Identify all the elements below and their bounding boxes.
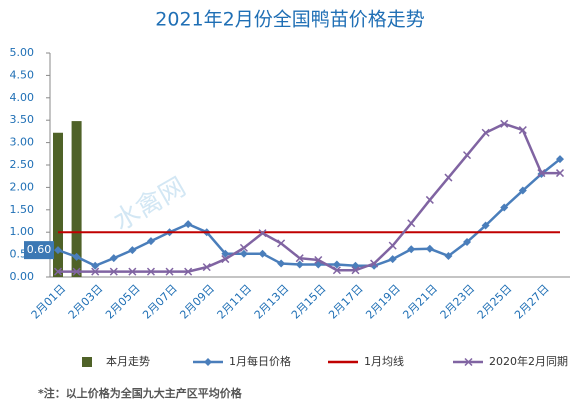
marker — [463, 238, 472, 247]
x-tick-label: 2月09日 — [177, 282, 217, 322]
marker — [91, 267, 100, 276]
marker — [332, 266, 341, 275]
x-tick-label: 2月23日 — [438, 282, 478, 322]
marker — [556, 155, 564, 164]
marker — [165, 267, 174, 276]
marker — [500, 119, 509, 128]
legend-label: 2020年2月同期 — [489, 354, 568, 368]
x-tick-label: 2月15日 — [289, 282, 329, 322]
x-tick-label: 2月21日 — [400, 282, 440, 322]
marker — [109, 267, 118, 276]
marker — [277, 239, 286, 248]
marker — [146, 267, 155, 276]
y-tick-label: 3.00 — [10, 136, 35, 149]
y-tick-label: 2.50 — [10, 158, 35, 171]
x-tick-label: 2月13日 — [252, 282, 292, 322]
marker — [221, 255, 230, 264]
chart-title: 2021年2月份全国鸭苗价格走势 — [155, 9, 424, 31]
marker — [481, 221, 490, 230]
data-label-box — [24, 241, 54, 260]
x-tick-label: 2月07日 — [140, 282, 180, 322]
marker — [518, 126, 527, 135]
marker — [295, 254, 304, 263]
bar — [53, 132, 63, 277]
legend-marker — [204, 358, 212, 366]
marker — [91, 261, 100, 270]
marker — [463, 151, 472, 160]
footnote: *注：以上价格为全国九大主产区平均价格 — [38, 386, 243, 400]
marker — [258, 229, 267, 238]
marker — [128, 267, 137, 276]
marker — [258, 249, 267, 258]
marker — [555, 169, 565, 178]
marker — [444, 173, 453, 182]
y-tick-label: 3.50 — [10, 113, 35, 126]
marker — [184, 220, 193, 229]
marker — [500, 203, 509, 212]
marker — [314, 255, 323, 265]
x-tick-label: 2月05日 — [103, 282, 143, 322]
legend-label: 1月每日价格 — [229, 354, 291, 368]
x-tick-label: 2月17日 — [326, 282, 366, 322]
x-tick-label: 2月19日 — [363, 282, 403, 322]
marker — [295, 260, 304, 269]
x-tick-label: 2月25日 — [475, 282, 515, 322]
marker — [202, 263, 211, 272]
marker — [444, 251, 453, 260]
marker — [109, 254, 118, 263]
marker — [388, 255, 397, 264]
marker — [518, 186, 527, 195]
y-tick-label: 0.00 — [10, 270, 35, 283]
x-tick-label: 2月01日 — [29, 282, 69, 322]
legend-label: 1月均线 — [364, 354, 404, 368]
marker — [239, 243, 248, 252]
marker — [370, 259, 379, 268]
legend-label: 本月走势 — [106, 354, 150, 368]
x-tick-label: 2月27日 — [512, 282, 552, 322]
marker — [53, 267, 63, 276]
legend-swatch — [82, 357, 92, 367]
y-tick-label: 4.00 — [10, 91, 35, 104]
y-tick-label: 1.50 — [10, 203, 35, 216]
marker — [425, 244, 434, 253]
marker — [128, 246, 137, 255]
x-tick-label: 2月03日 — [66, 282, 106, 322]
y-tick-label: 2.00 — [10, 180, 35, 193]
marker — [54, 246, 62, 255]
line — [58, 122, 560, 273]
marker — [72, 267, 81, 276]
marker — [351, 266, 360, 275]
marker — [146, 237, 155, 246]
marker — [537, 169, 546, 178]
y-tick-label: 1.00 — [10, 225, 35, 238]
marker — [277, 259, 286, 268]
marker — [332, 260, 341, 269]
legend-marker — [464, 357, 473, 367]
line — [57, 158, 561, 268]
marker — [388, 241, 397, 250]
marker — [407, 245, 416, 254]
marker — [72, 252, 81, 261]
marker — [221, 249, 230, 258]
bar — [71, 121, 82, 277]
marker — [184, 267, 193, 276]
marker — [481, 128, 490, 137]
x-tick-label: 2月11日 — [215, 282, 255, 322]
marker — [407, 219, 416, 228]
data-label: 0.60 — [27, 243, 52, 256]
y-tick-label: 4.50 — [10, 68, 35, 81]
marker — [239, 249, 248, 258]
marker — [425, 195, 434, 204]
y-tick-label: 5.00 — [10, 46, 35, 59]
